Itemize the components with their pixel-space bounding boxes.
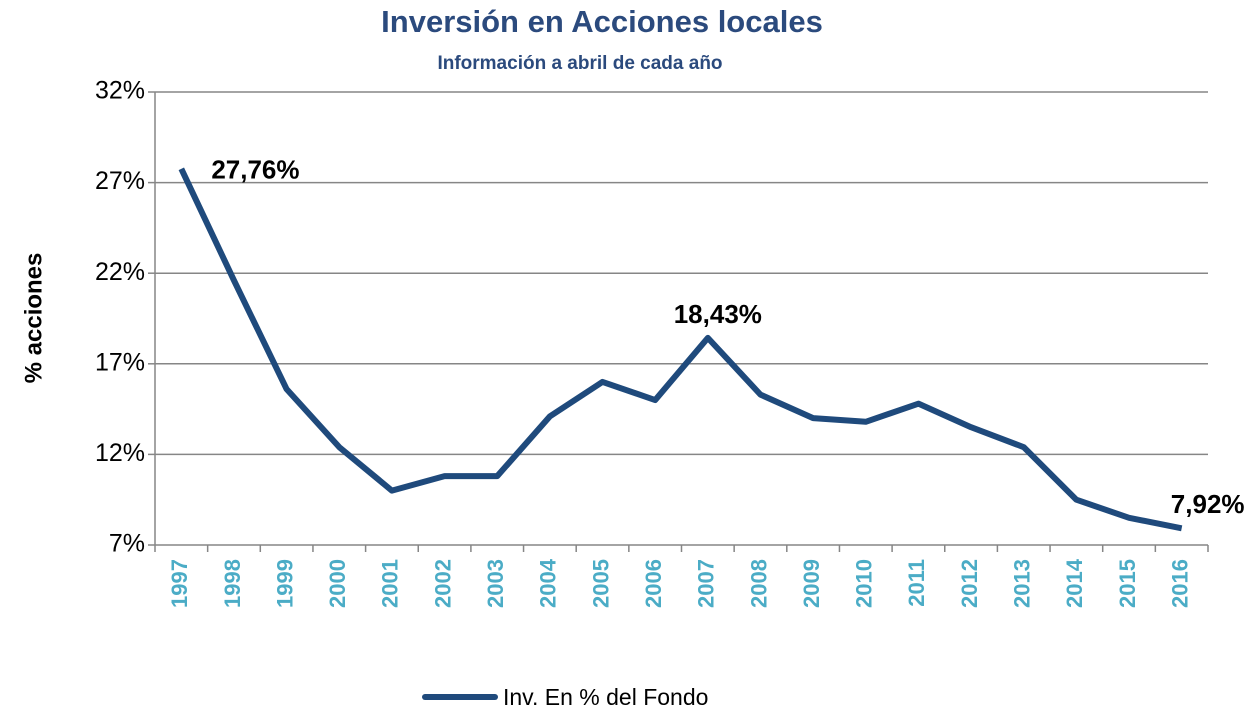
x-tick-label: 2008 xyxy=(746,559,771,608)
legend-label: Inv. En % del Fondo xyxy=(503,684,708,710)
y-tick-label: 12% xyxy=(95,439,145,467)
x-tick-label: 2009 xyxy=(799,559,824,608)
x-tick-label: 2007 xyxy=(694,559,719,608)
x-tick-label: 2013 xyxy=(1010,559,1035,608)
x-tick-label: 2003 xyxy=(483,559,508,608)
chart-subtitle: Información a abril de cada año xyxy=(437,53,722,74)
x-tick-label: 2002 xyxy=(430,559,455,608)
x-tick-label: 2016 xyxy=(1167,559,1192,608)
y-tick-label: 27% xyxy=(95,167,145,195)
data-label: 7,92% xyxy=(1171,489,1244,519)
series-line xyxy=(178,167,1183,532)
x-tick-label: 1998 xyxy=(220,559,245,608)
y-tick-label: 7% xyxy=(109,530,145,558)
chart-title: Inversión en Acciones locales xyxy=(381,4,823,39)
y-axis-label: % acciones xyxy=(20,253,47,384)
x-tick-label: 1997 xyxy=(167,559,192,608)
x-tick-label: 1999 xyxy=(272,559,297,608)
x-tick-label: 2004 xyxy=(536,558,561,608)
x-tick-label: 2000 xyxy=(325,559,350,608)
x-tick-label: 2014 xyxy=(1062,558,1087,608)
x-tick-label: 2006 xyxy=(641,559,666,608)
data-label: 18,43% xyxy=(674,299,762,329)
y-tick-label: 22% xyxy=(95,258,145,286)
x-tick-label: 2011 xyxy=(904,559,929,607)
x-tick-label: 2001 xyxy=(378,559,403,608)
data-label: 27,76% xyxy=(211,155,299,185)
x-tick-label: 2012 xyxy=(957,559,982,608)
x-tick-label: 2010 xyxy=(852,559,877,608)
y-tick-label: 32% xyxy=(95,77,145,105)
x-tick-label: 2015 xyxy=(1115,559,1140,608)
x-tick-label: 2005 xyxy=(588,559,613,608)
y-tick-label: 17% xyxy=(95,348,145,376)
